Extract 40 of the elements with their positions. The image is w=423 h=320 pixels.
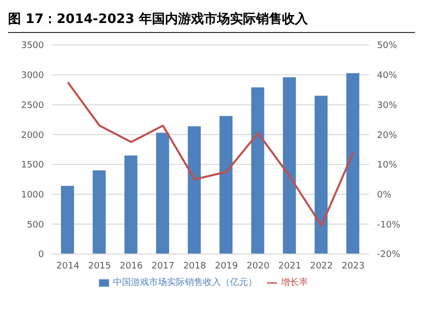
legend-label: 增长率 (281, 278, 308, 288)
x-tick-label: 2021 (278, 261, 302, 272)
line-series (66, 81, 354, 227)
x-tick-label: 2015 (88, 261, 112, 272)
y2-tick-label: 0% (377, 190, 392, 200)
bar (314, 96, 328, 254)
bar (220, 116, 232, 254)
bar (92, 170, 106, 254)
x-tick-label: 2023 (342, 261, 365, 272)
y2-tick-label: 30% (377, 100, 398, 111)
chart-title: 图 17：2014-2023 年国内游戏市场实际销售收入 (8, 8, 415, 33)
y2-tick-label: 40% (377, 71, 398, 82)
x-tick-label: 2017 (151, 261, 174, 272)
bar (156, 132, 170, 254)
x-tick-label: 2016 (120, 261, 143, 272)
y-tick-label: 2500 (21, 100, 44, 111)
y2-tick-label: 20% (377, 130, 398, 141)
y2-tick-label: -20% (377, 250, 401, 260)
y2-tick-label: 10% (377, 160, 398, 171)
y-tick-label: 500 (26, 220, 44, 230)
y2-tick-label: 50% (377, 41, 398, 52)
y2-tick-label: -10% (377, 220, 401, 230)
y-tick-label: 0 (38, 250, 44, 260)
x-tick-label: 2022 (310, 261, 333, 272)
bar (251, 87, 264, 254)
x-tick-label: 2019 (214, 261, 238, 272)
bar (282, 77, 296, 254)
bar (188, 126, 201, 254)
y-tick-label: 3500 (21, 41, 44, 52)
legend-label: 中国游戏市场实际销售收入（亿元） (113, 278, 257, 288)
y-tick-label: 2000 (21, 130, 44, 141)
x-tick-label: 2018 (183, 261, 206, 272)
bar (346, 73, 360, 254)
y-tick-label: 3000 (21, 71, 44, 82)
x-tick-label: 2020 (246, 261, 270, 272)
bar (124, 155, 138, 254)
y-tick-label: 1000 (21, 190, 44, 200)
x-tick-label: 2014 (56, 261, 80, 272)
y-tick-label: 1500 (21, 160, 44, 171)
bar (61, 186, 74, 254)
